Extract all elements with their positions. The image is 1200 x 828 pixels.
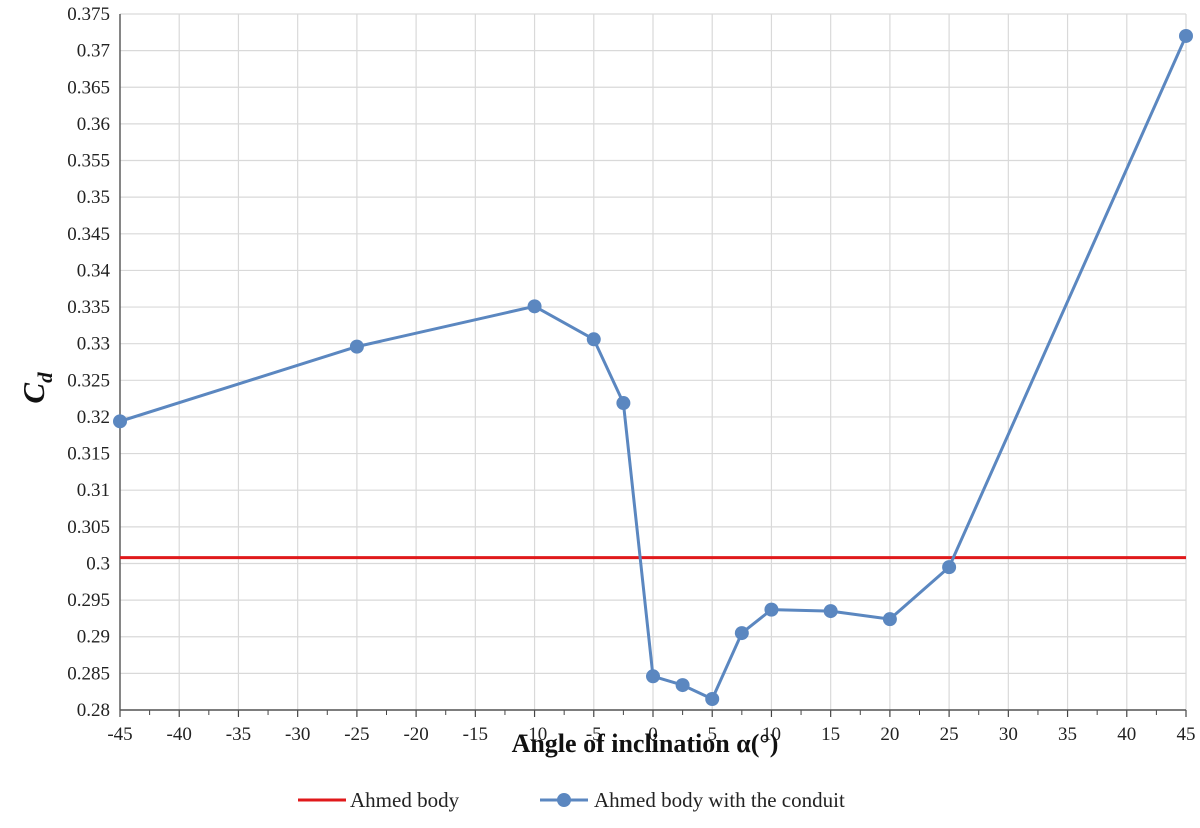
x-tick-label: -30 xyxy=(285,724,310,745)
x-tick-label: -20 xyxy=(403,724,428,745)
svg-text:Cd: Cd xyxy=(16,372,57,404)
y-tick-label: 0.325 xyxy=(67,370,110,391)
legend-label-ahmed-body-conduit: Ahmed body with the conduit xyxy=(594,788,845,812)
y-tick-label: 0.335 xyxy=(67,297,110,318)
y-tick-label: 0.35 xyxy=(77,187,110,208)
x-tick-label: -25 xyxy=(344,724,369,745)
axes xyxy=(119,14,1187,717)
data-point xyxy=(586,332,601,347)
grid xyxy=(119,13,1187,711)
x-tick-label: 10 xyxy=(762,724,781,745)
y-tick-label: 0.315 xyxy=(67,444,110,465)
data-point xyxy=(942,560,957,575)
x-tick-label: -45 xyxy=(107,724,132,745)
y-tick-label: 0.31 xyxy=(77,480,110,501)
y-tick-label: 0.32 xyxy=(77,407,110,428)
data-point xyxy=(646,669,660,684)
y-tick-label: 0.355 xyxy=(67,151,110,172)
data-point xyxy=(113,414,127,429)
y-tick-labels: 0.28 0.285 0.29 0.295 0.3 0.305 0.31 0.315 0.32 0… xyxy=(67,4,110,721)
data-point xyxy=(1179,28,1193,43)
data-point xyxy=(882,612,897,627)
y-tick-label: 0.345 xyxy=(67,224,110,245)
legend: Ahmed body Ahmed body with the conduit xyxy=(298,788,845,812)
y-tick-label: 0.33 xyxy=(77,334,110,355)
y-tick-label: 0.285 xyxy=(67,663,110,684)
x-axis-title: Angle of inclination α(°) xyxy=(512,729,779,758)
series-layer xyxy=(113,28,1193,707)
x-tick-label: 35 xyxy=(1058,724,1077,745)
y-tick-label: 0.37 xyxy=(77,41,110,62)
x-tick-label: 15 xyxy=(821,724,840,745)
y-tick-label: 0.295 xyxy=(67,590,110,611)
x-tick-label: -5 xyxy=(586,724,602,745)
data-point xyxy=(527,299,542,314)
x-tick-label: 40 xyxy=(1117,724,1136,745)
data-point xyxy=(823,604,838,619)
y-tick-label: 0.3 xyxy=(86,553,110,574)
y-tick-label: 0.34 xyxy=(77,260,111,281)
y-axis-title: Cd xyxy=(16,372,57,404)
x-tick-label: 45 xyxy=(1177,724,1196,745)
x-tick-label: -35 xyxy=(226,724,251,745)
y-tick-label: 0.28 xyxy=(77,700,110,721)
legend-label-ahmed-body: Ahmed body xyxy=(350,788,460,812)
x-tick-label: 30 xyxy=(999,724,1018,745)
y-tick-label: 0.305 xyxy=(67,517,110,538)
data-point xyxy=(705,692,720,707)
y-tick-label: 0.36 xyxy=(77,114,110,135)
x-tick-labels: -45 -40 -35 -30 -25 -20 -15 -10 -5 0 5 10 15 20 25 30 35… xyxy=(107,724,1195,745)
x-tick-label: -40 xyxy=(167,724,192,745)
data-point xyxy=(616,396,631,411)
x-tick-label: 0 xyxy=(648,724,658,745)
y-tick-label: 0.29 xyxy=(77,627,110,648)
legend-marker-ahmed-body-conduit xyxy=(557,793,571,807)
y-axis-title-main: C xyxy=(16,383,51,404)
x-tick-label: -15 xyxy=(463,724,488,745)
x-tick-label: 20 xyxy=(880,724,899,745)
y-tick-label: 0.375 xyxy=(67,4,110,25)
data-point xyxy=(675,678,690,693)
x-tick-label: 25 xyxy=(940,724,959,745)
y-tick-label: 0.365 xyxy=(67,77,110,98)
data-point xyxy=(349,339,364,354)
series-line-1 xyxy=(119,35,1188,701)
x-tick-label: -10 xyxy=(522,724,547,745)
data-point xyxy=(734,626,749,641)
data-point xyxy=(764,602,779,617)
x-tick-label: 5 xyxy=(707,724,717,745)
y-axis-title-sub: d xyxy=(33,372,57,383)
